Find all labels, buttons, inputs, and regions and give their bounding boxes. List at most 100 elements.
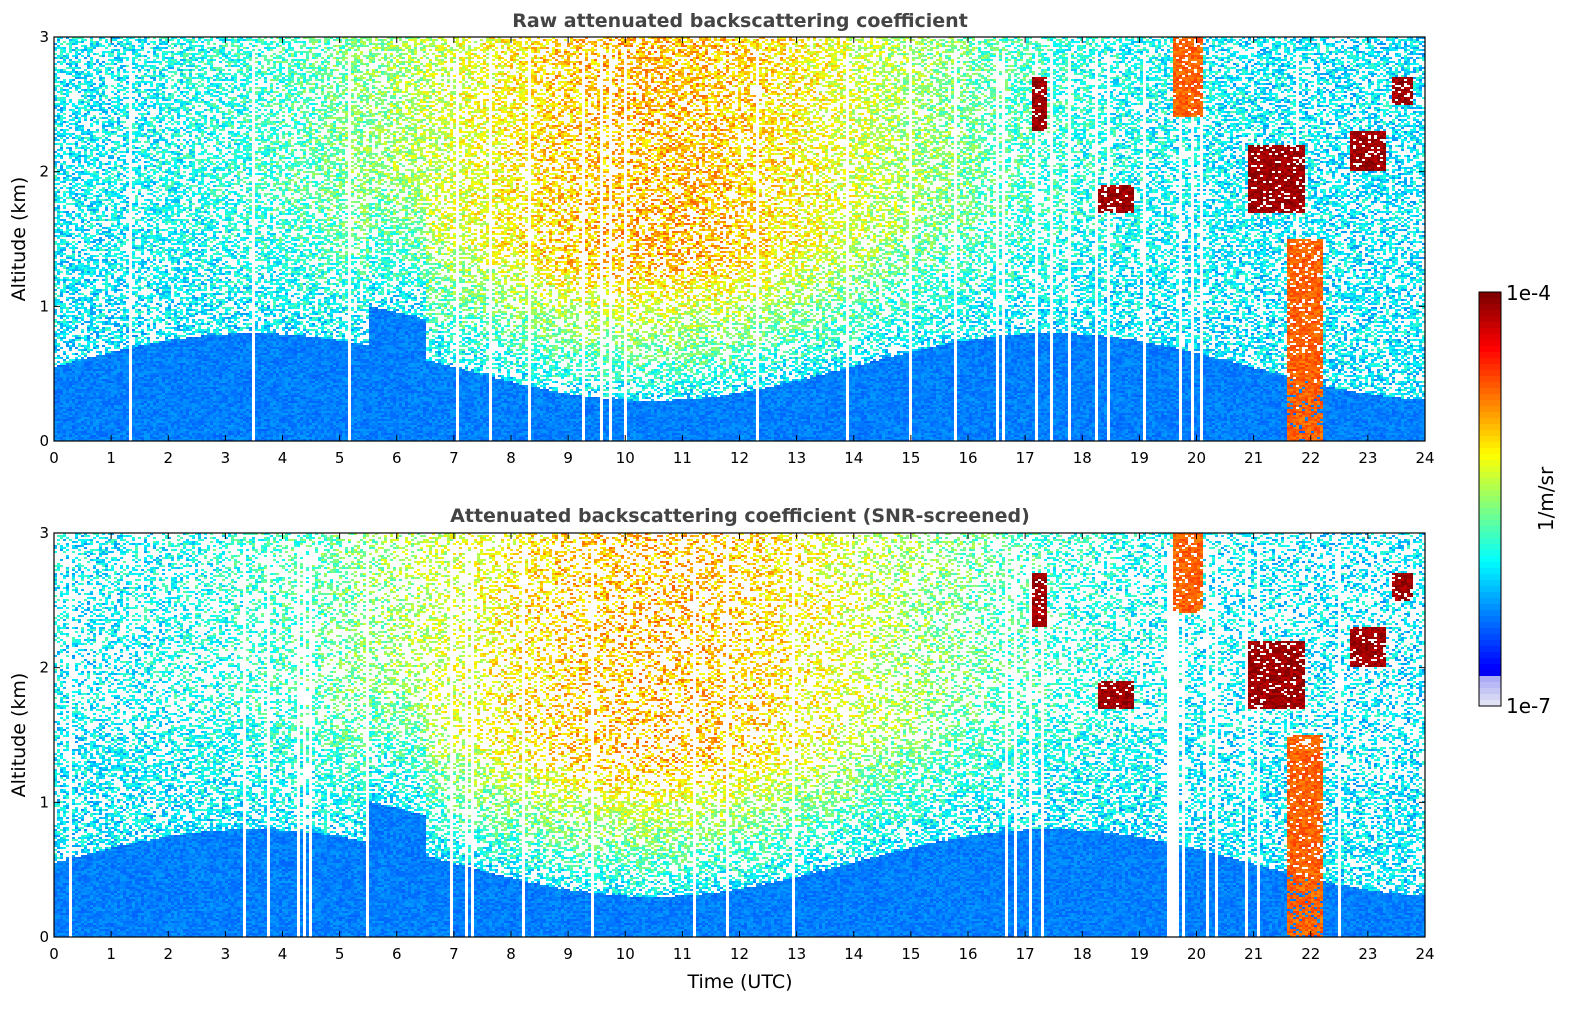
colorbar-step bbox=[1479, 478, 1501, 485]
colorbar-unit-label: 1/m/sr bbox=[1534, 466, 1558, 531]
x-tick-label: 5 bbox=[335, 449, 345, 467]
colorbar-step bbox=[1479, 700, 1501, 707]
x-tick-label: 1 bbox=[106, 449, 116, 467]
x-tick-label: 21 bbox=[1244, 449, 1263, 467]
colorbar-step bbox=[1479, 688, 1501, 695]
colorbar-min-label: 1e-7 bbox=[1506, 694, 1551, 718]
heatmap-image bbox=[54, 533, 1425, 937]
y-tick-label: 3 bbox=[39, 28, 49, 46]
colorbar-step bbox=[1479, 556, 1501, 563]
x-tick-label: 5 bbox=[335, 945, 345, 963]
x-tick-label: 13 bbox=[787, 449, 806, 467]
colorbar-step bbox=[1479, 304, 1501, 311]
x-tick-label: 22 bbox=[1301, 945, 1320, 963]
panel-raw-y-label: Altitude (km) bbox=[8, 177, 30, 302]
x-tick-label: 24 bbox=[1415, 945, 1434, 963]
x-tick-label: 20 bbox=[1187, 945, 1206, 963]
colorbar-step bbox=[1479, 310, 1501, 317]
x-tick-label: 13 bbox=[787, 945, 806, 963]
x-tick-label: 0 bbox=[49, 449, 59, 467]
colorbar-step bbox=[1479, 646, 1501, 653]
colorbar-step bbox=[1479, 550, 1501, 557]
colorbar-step bbox=[1479, 466, 1501, 473]
colorbar-step bbox=[1479, 382, 1501, 389]
x-tick-label: 23 bbox=[1358, 449, 1377, 467]
colorbar-step bbox=[1479, 538, 1501, 545]
colorbar-step bbox=[1479, 508, 1501, 515]
colorbar-step bbox=[1479, 376, 1501, 383]
x-tick-label: 14 bbox=[844, 945, 863, 963]
x-tick-label: 9 bbox=[563, 945, 573, 963]
colorbar-step bbox=[1479, 472, 1501, 479]
y-tick-label: 0 bbox=[39, 928, 49, 946]
colorbar-step bbox=[1479, 490, 1501, 497]
colorbar-step bbox=[1479, 400, 1501, 407]
colorbar-step bbox=[1479, 658, 1501, 665]
colorbar-step bbox=[1479, 322, 1501, 329]
x-tick-label: 19 bbox=[1130, 449, 1149, 467]
colorbar-step bbox=[1479, 586, 1501, 593]
y-tick-label: 2 bbox=[39, 163, 49, 181]
x-tick-label: 11 bbox=[673, 449, 692, 467]
x-tick-label: 10 bbox=[616, 945, 635, 963]
colorbar-step bbox=[1479, 532, 1501, 539]
x-tick-label: 15 bbox=[901, 945, 920, 963]
colorbar-step bbox=[1479, 544, 1501, 551]
x-tick-label: 8 bbox=[506, 449, 516, 467]
panel-raw: Raw attenuated backscattering coefficien… bbox=[8, 10, 1435, 467]
panel-snr-title: Attenuated backscattering coefficient (S… bbox=[450, 505, 1030, 527]
x-tick-label: 4 bbox=[278, 449, 288, 467]
colorbar-step bbox=[1479, 334, 1501, 341]
colorbar-step bbox=[1479, 562, 1501, 569]
panel-snr-y-label: Altitude (km) bbox=[8, 673, 30, 798]
x-tick-label: 17 bbox=[1016, 945, 1035, 963]
x-tick-label: 12 bbox=[730, 945, 749, 963]
x-axis-label: Time (UTC) bbox=[686, 971, 792, 993]
colorbar-step bbox=[1479, 634, 1501, 641]
colorbar-step bbox=[1479, 598, 1501, 605]
colorbar-step bbox=[1479, 316, 1501, 323]
x-tick-label: 18 bbox=[1073, 449, 1092, 467]
colorbar-step bbox=[1479, 460, 1501, 467]
x-tick-label: 15 bbox=[901, 449, 920, 467]
colorbar: 1e-4 1e-7 1/m/sr bbox=[1478, 281, 1558, 718]
colorbar-step bbox=[1479, 676, 1501, 683]
colorbar-step bbox=[1479, 610, 1501, 617]
panel-raw-heatmap bbox=[54, 37, 1425, 441]
colorbar-step bbox=[1479, 568, 1501, 575]
y-tick-label: 3 bbox=[39, 524, 49, 542]
colorbar-step bbox=[1479, 352, 1501, 359]
y-tick-label: 0 bbox=[39, 432, 49, 450]
colorbar-step bbox=[1479, 652, 1501, 659]
colorbar-step bbox=[1479, 406, 1501, 413]
colorbar-step bbox=[1479, 640, 1501, 647]
colorbar-step bbox=[1479, 622, 1501, 629]
x-tick-label: 7 bbox=[449, 449, 459, 467]
colorbar-step bbox=[1479, 682, 1501, 689]
colorbar-step bbox=[1479, 424, 1501, 431]
colorbar-step bbox=[1479, 430, 1501, 437]
y-tick-label: 1 bbox=[39, 297, 49, 315]
x-tick-label: 16 bbox=[958, 945, 977, 963]
colorbar-max-label: 1e-4 bbox=[1506, 281, 1551, 305]
x-tick-label: 3 bbox=[221, 945, 231, 963]
x-tick-label: 18 bbox=[1073, 945, 1092, 963]
x-tick-label: 7 bbox=[449, 945, 459, 963]
colorbar-step bbox=[1479, 436, 1501, 443]
colorbar-step bbox=[1479, 328, 1501, 335]
x-tick-label: 0 bbox=[49, 945, 59, 963]
panel-raw-title: Raw attenuated backscattering coefficien… bbox=[512, 10, 968, 32]
x-tick-label: 21 bbox=[1244, 945, 1263, 963]
x-tick-label: 6 bbox=[392, 449, 402, 467]
panel-raw-x-ticks: 0 1 2 3 4 5 6 7 8 9 10 11 12 13 14 15 16 17 18 19 20 21 22 23 24 bbox=[49, 37, 1435, 467]
x-tick-label: 4 bbox=[278, 945, 288, 963]
heatmap-image bbox=[54, 37, 1425, 441]
x-tick-label: 23 bbox=[1358, 945, 1377, 963]
colorbar-step bbox=[1479, 346, 1501, 353]
x-tick-label: 22 bbox=[1301, 449, 1320, 467]
colorbar-step bbox=[1479, 484, 1501, 491]
x-tick-label: 9 bbox=[563, 449, 573, 467]
x-tick-label: 17 bbox=[1016, 449, 1035, 467]
y-tick-label: 1 bbox=[39, 793, 49, 811]
